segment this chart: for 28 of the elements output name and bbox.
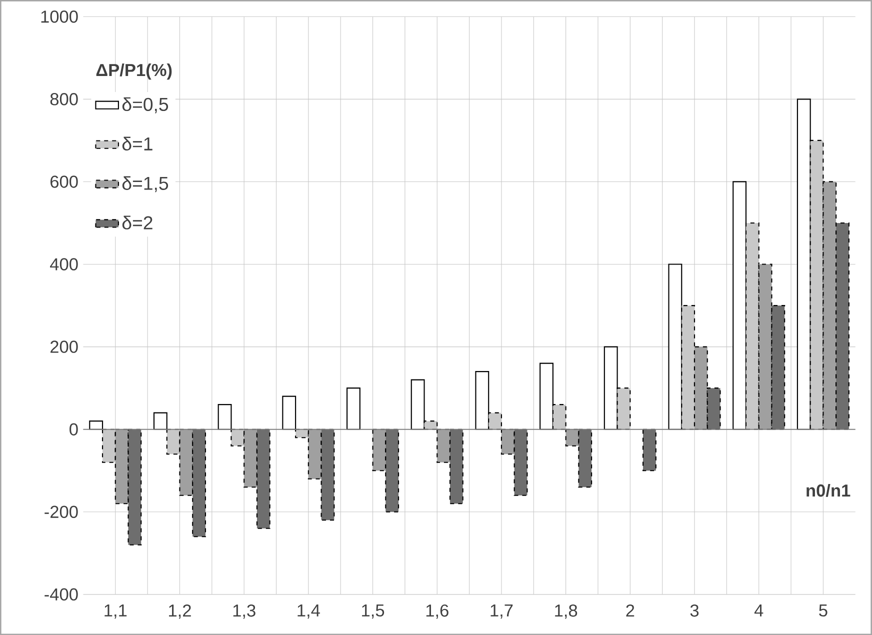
legend-label: δ=1 — [122, 136, 152, 150]
y-tick-label: 0 — [70, 423, 78, 436]
x-tick-label: 1,7 — [490, 604, 513, 619]
x-tick-label: 1,5 — [362, 604, 384, 619]
y-tick-label: 400 — [50, 258, 78, 270]
x-tick-label: 4 — [754, 604, 764, 616]
bar — [346, 388, 360, 430]
y-tick-label: 800 — [50, 93, 78, 106]
x-tick-label: 1,2 — [169, 604, 191, 619]
legend-label: δ=1,5 — [122, 176, 168, 192]
x-tick-label: 1,8 — [555, 604, 578, 619]
legend-label: δ=2 — [122, 216, 152, 230]
x-tick-label: 5 — [819, 604, 828, 617]
x-tick-label: 1,3 — [233, 604, 256, 619]
y-tick-label: -200 — [44, 506, 78, 518]
x-tick-label: 2 — [626, 604, 634, 617]
legend-label: δ=0,5 — [122, 97, 168, 114]
y-tick-label: 600 — [50, 176, 78, 188]
x-tick-label: 1,4 — [298, 604, 320, 619]
y-tick-label: -400 — [44, 588, 78, 601]
x-tick-label: 1,6 — [426, 604, 448, 619]
y-axis-title: ΔP/P1(%) — [96, 63, 172, 80]
bar — [642, 428, 656, 472]
x-tick-label: 3 — [690, 604, 699, 617]
y-tick-label: 1000 — [41, 10, 78, 23]
y-tick-label: 200 — [50, 340, 78, 353]
x-axis-title: n0/n1 — [806, 484, 850, 497]
x-tick-label: 1,1 — [104, 604, 127, 619]
